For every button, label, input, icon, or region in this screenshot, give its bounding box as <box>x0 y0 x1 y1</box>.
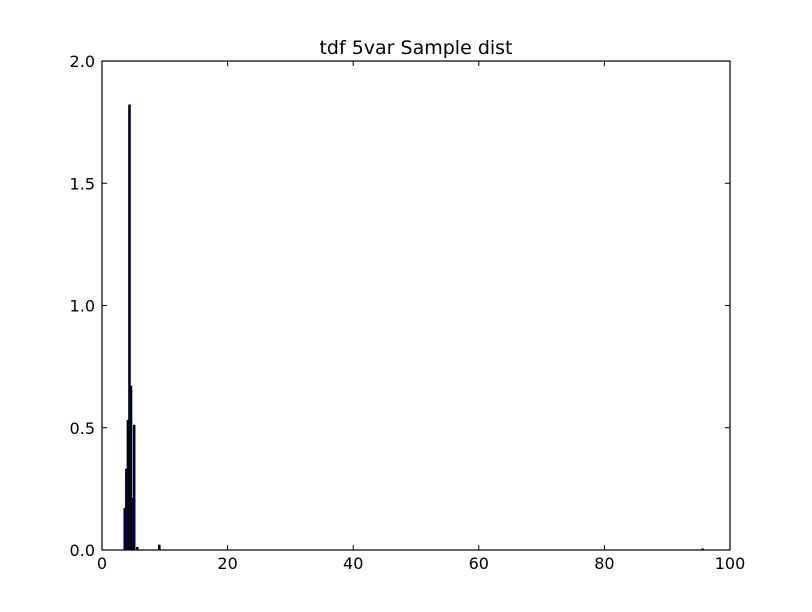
y-tick-label: 0.5 <box>70 419 95 438</box>
histogram-bar <box>132 424 136 551</box>
ticks-group: 0 20 40 60 80 100 0.0 0.5 1.0 1.5 2.0 <box>70 52 746 573</box>
chart-title: tdf 5var Sample dist <box>319 37 512 59</box>
y-tick-label: 1.0 <box>70 297 95 316</box>
x-tick-label: 0 <box>97 554 107 573</box>
x-tick-label: 60 <box>469 554 489 573</box>
x-tick-label: 40 <box>343 554 363 573</box>
x-tick-label: 100 <box>715 554 746 573</box>
histogram-bar <box>158 544 161 551</box>
plot-frame <box>101 60 731 551</box>
y-tick-label: 2.0 <box>70 52 95 71</box>
y-tick-label: 1.5 <box>70 174 95 193</box>
x-tick-label: 80 <box>594 554 614 573</box>
y-tick-label: 0.0 <box>70 541 95 560</box>
x-tick-label: 20 <box>217 554 237 573</box>
bars-group <box>123 104 704 551</box>
